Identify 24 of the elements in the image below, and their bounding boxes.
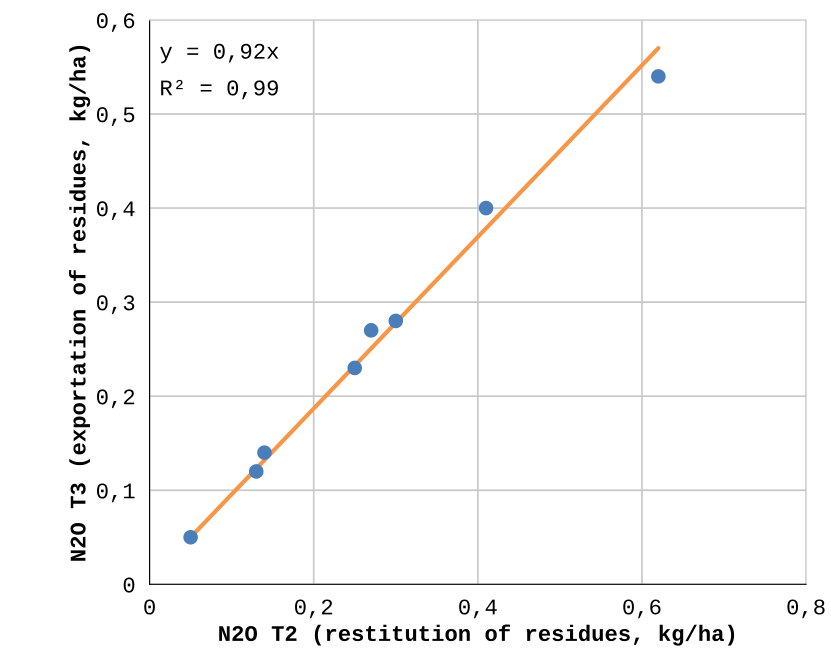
- point: [347, 360, 362, 376]
- x-tick-label: 0: [144, 599, 155, 615]
- point: [478, 200, 494, 216]
- y-tick-label: 0: [124, 578, 134, 593]
- point: [248, 464, 264, 479]
- x-tick-label: 0,2: [295, 599, 332, 618]
- annotation: R² = 0,99: [161, 80, 278, 100]
- y-tick-label: 0,4: [97, 201, 135, 220]
- point: [651, 69, 666, 84]
- y-tick-label: 0,3: [97, 295, 134, 314]
- x-tick-label: 0,6: [623, 599, 661, 618]
- y-tick-label: 0,1: [97, 483, 135, 502]
- point: [364, 323, 378, 338]
- y-tick-label: 0,5: [97, 107, 134, 126]
- x-tick-label: 0,4: [459, 599, 497, 618]
- y-tick-label: 0,6: [97, 13, 134, 32]
- annotation: y = 0,92x: [160, 44, 278, 64]
- point: [388, 314, 404, 328]
- y-axis-title: N2O T3 (exportation of residues, kg/ha): [68, 46, 90, 561]
- x-axis-title: N2O T2 (restitution of residues, kg/ha): [219, 624, 734, 646]
- x-tick-label: 0,8: [787, 599, 825, 618]
- point: [257, 445, 272, 460]
- point: [183, 530, 198, 545]
- y-tick-label: 0,2: [97, 389, 134, 408]
